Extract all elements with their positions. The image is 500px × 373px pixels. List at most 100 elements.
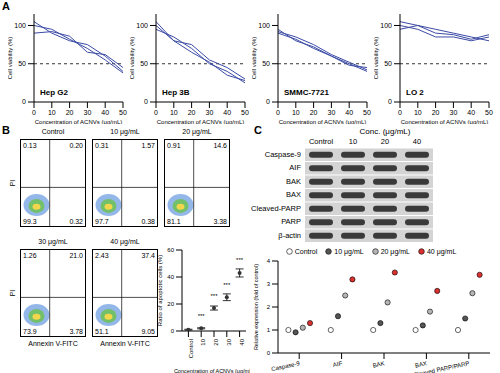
svg-text:50: 50 [119,109,127,116]
svg-text:30: 30 [328,109,336,116]
svg-text:Cell viability (%): Cell viability (%) [8,37,13,80]
svg-text:10: 10 [349,137,357,146]
svg-text:0: 0 [22,98,26,105]
svg-text:10: 10 [414,109,422,116]
svg-text:0.20: 0.20 [69,142,83,149]
svg-text:Caspase-9: Caspase-9 [265,150,301,159]
svg-text:PI: PI [9,180,16,187]
svg-text:30: 30 [206,109,214,116]
svg-text:Caspase-9: Caspase-9 [271,360,301,372]
svg-text:30: 30 [226,338,232,345]
svg-text:20: 20 [167,301,174,307]
svg-text:97.7: 97.7 [95,218,109,225]
svg-text:0.32: 0.32 [69,218,83,225]
svg-text:1.57: 1.57 [141,142,155,149]
svg-text:50: 50 [485,109,492,116]
svg-text:BAK: BAK [372,360,385,368]
svg-text:100: 100 [14,22,26,29]
svg-text:0: 0 [144,98,148,105]
svg-text:51.1: 51.1 [95,328,109,335]
svg-text:Cell viability (%): Cell viability (%) [374,37,379,80]
svg-text:Concentration of ACNVs (μg/mL): Concentration of ACNVs (μg/mL) [401,119,489,124]
svg-text:40: 40 [223,109,231,116]
svg-text:0: 0 [171,328,175,334]
svg-text:PI: PI [9,290,16,297]
svg-text:99.3: 99.3 [23,218,37,225]
svg-text:50: 50 [18,60,26,67]
svg-text:AIF: AIF [289,163,301,172]
svg-text:100: 100 [258,22,270,29]
svg-text:Cleaved PARP/PARP: Cleaved PARP/PARP [413,360,470,373]
svg-text:Control: Control [309,137,334,146]
svg-text:50: 50 [363,109,371,116]
svg-text:0: 0 [266,98,270,105]
svg-text:40: 40 [167,274,174,280]
svg-text:3.38: 3.38 [213,218,227,225]
svg-text:AIF: AIF [332,360,343,368]
svg-text:30: 30 [450,109,458,116]
svg-text:Concentration of ACNVs (μg/mL): Concentration of ACNVs (μg/mL) [35,119,123,124]
svg-text:0: 0 [388,98,392,105]
svg-text:***: *** [236,257,244,263]
svg-text:30: 30 [84,109,92,116]
svg-text:10: 10 [292,109,300,116]
svg-text:10: 10 [170,109,178,116]
svg-text:100: 100 [380,22,392,29]
svg-text:0.31: 0.31 [95,142,109,149]
svg-text:40: 40 [413,137,421,146]
svg-text:BAX: BAX [286,190,301,199]
svg-text:0: 0 [267,350,271,356]
svg-text:2.43: 2.43 [95,252,109,259]
svg-text:3: 3 [267,281,271,287]
svg-text:37.4: 37.4 [141,252,155,259]
svg-text:0: 0 [398,109,402,116]
svg-text:Relative expression (fold of c: Relative expression (fold of control) [253,264,259,350]
svg-text:9.05: 9.05 [141,328,155,335]
svg-text:0: 0 [154,109,158,116]
svg-text:21.0: 21.0 [69,252,83,259]
svg-text:BAK: BAK [286,177,301,186]
svg-text:40: 40 [467,109,475,116]
svg-text:60: 60 [167,247,174,253]
svg-text:14.6: 14.6 [213,142,227,149]
svg-text:Conc. (μg/mL): Conc. (μg/mL) [360,127,411,136]
svg-text:BAX: BAX [414,360,427,368]
svg-text:β-actin: β-actin [278,231,301,240]
svg-text:0: 0 [32,109,36,116]
svg-text:20: 20 [66,109,74,116]
svg-text:81.1: 81.1 [167,218,181,225]
svg-text:3.78: 3.78 [69,328,83,335]
svg-text:50: 50 [140,60,148,67]
svg-text:1.26: 1.26 [23,252,37,259]
svg-text:Concentration of ACNVs (μg/mL): Concentration of ACNVs (μg/mL) [174,368,250,373]
svg-text:50: 50 [262,60,270,67]
svg-text:***: *** [210,293,218,299]
svg-text:10: 10 [48,109,56,116]
svg-text:20: 20 [432,109,440,116]
svg-text:20: 20 [381,137,389,146]
svg-text:Control: Control [188,339,194,358]
svg-text:0.13: 0.13 [23,142,37,149]
svg-text:40: 40 [239,338,245,345]
svg-text:2: 2 [267,304,271,310]
svg-text:20: 20 [213,338,219,345]
svg-text:0: 0 [276,109,280,116]
svg-text:20: 20 [310,109,318,116]
svg-text:0.91: 0.91 [167,142,181,149]
svg-text:1: 1 [267,327,271,333]
svg-text:20: 20 [188,109,196,116]
svg-text:100: 100 [136,22,148,29]
svg-text:40: 40 [345,109,353,116]
svg-text:Cell viability (%): Cell viability (%) [130,37,135,80]
svg-text:Ratio of apoptotic cells (%): Ratio of apoptotic cells (%) [158,255,163,326]
svg-text:50: 50 [241,109,249,116]
svg-text:***: *** [198,313,206,319]
svg-text:Cleaved-PARP: Cleaved-PARP [251,204,301,213]
svg-text:40: 40 [101,109,109,116]
svg-text:Cell viability (%): Cell viability (%) [252,37,257,80]
svg-text:Concentration of ACNVs (μg/mL): Concentration of ACNVs (μg/mL) [157,119,245,124]
svg-text:0.38: 0.38 [141,218,155,225]
svg-text:PARP: PARP [281,217,301,226]
svg-text:73.9: 73.9 [23,328,37,335]
svg-text:10: 10 [200,338,206,345]
